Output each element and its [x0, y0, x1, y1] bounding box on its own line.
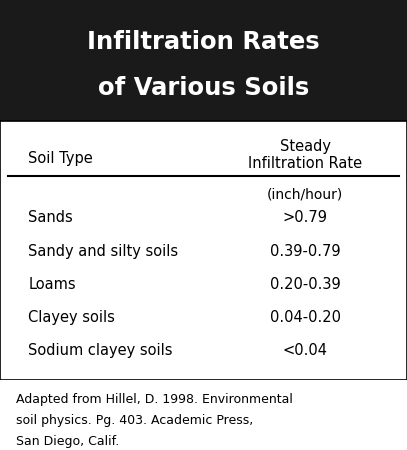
Text: Adapted from Hillel, D. 1998. Environmental: Adapted from Hillel, D. 1998. Environmen… — [16, 393, 293, 406]
Text: 0.39-0.79: 0.39-0.79 — [270, 244, 341, 259]
Text: Infiltration Rates: Infiltration Rates — [87, 30, 320, 54]
Text: Steady: Steady — [280, 139, 331, 154]
Text: 0.20-0.39: 0.20-0.39 — [270, 277, 341, 292]
Text: Sandy and silty soils: Sandy and silty soils — [28, 244, 179, 259]
Text: Sands: Sands — [28, 211, 73, 225]
Text: 0.04-0.20: 0.04-0.20 — [270, 310, 341, 325]
Text: soil physics. Pg. 403. Academic Press,: soil physics. Pg. 403. Academic Press, — [16, 414, 254, 427]
Text: Infiltration Rate: Infiltration Rate — [248, 156, 362, 171]
Text: San Diego, Calif.: San Diego, Calif. — [16, 435, 120, 448]
Text: of Various Soils: of Various Soils — [98, 76, 309, 100]
Text: Sodium clayey soils: Sodium clayey soils — [28, 343, 173, 358]
Text: <0.04: <0.04 — [283, 343, 328, 358]
Text: Clayey soils: Clayey soils — [28, 310, 115, 325]
Text: Soil Type: Soil Type — [28, 151, 93, 166]
Text: Loams: Loams — [28, 277, 76, 292]
Text: (inch/hour): (inch/hour) — [267, 188, 344, 202]
Text: >0.79: >0.79 — [283, 211, 328, 225]
